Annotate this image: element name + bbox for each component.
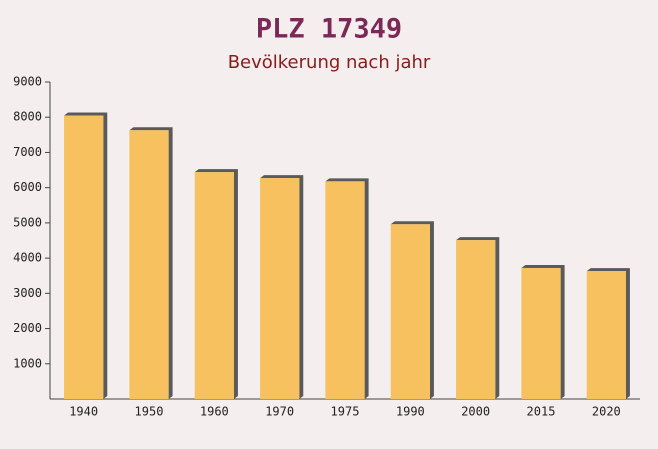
y-tick-label: 3000 [13, 286, 42, 300]
x-tick-label: 1990 [396, 405, 425, 419]
bar [64, 115, 104, 399]
x-tick-label: 1975 [331, 405, 360, 419]
bar [456, 240, 496, 399]
y-tick-label: 7000 [13, 145, 42, 159]
bar [129, 130, 169, 399]
y-tick-label: 5000 [13, 215, 42, 229]
bar [521, 267, 561, 399]
x-tick-label: 1970 [265, 405, 294, 419]
y-tick-label: 1000 [13, 356, 42, 370]
x-tick-label: 1960 [200, 405, 229, 419]
bar [390, 224, 430, 399]
y-tick-label: 6000 [13, 180, 42, 194]
x-tick-label: 2000 [461, 405, 490, 419]
x-tick-label: 1950 [135, 405, 164, 419]
bar [325, 181, 365, 399]
x-tick-label: 2020 [592, 405, 621, 419]
bar [194, 172, 234, 399]
y-tick-label: 4000 [13, 251, 42, 265]
chart-title: PLZ 17349 [256, 14, 402, 45]
y-tick-label: 8000 [13, 110, 42, 124]
bar [260, 178, 300, 399]
x-tick-label: 1940 [69, 405, 98, 419]
y-tick-label: 2000 [13, 321, 42, 335]
x-tick-label: 2015 [527, 405, 556, 419]
bar [586, 271, 626, 399]
y-tick-label: 9000 [13, 75, 42, 89]
chart-subtitle: Bevölkerung nach jahr [228, 52, 431, 73]
